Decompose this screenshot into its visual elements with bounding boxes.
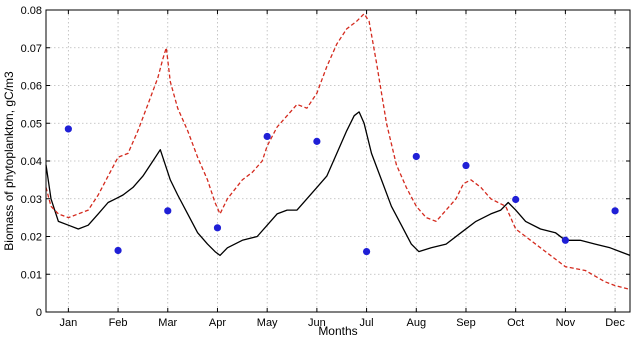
observation-point (164, 207, 172, 215)
x-tick-label: Feb (109, 317, 128, 329)
x-tick-label: Mar (158, 317, 177, 329)
y-tick-label: 0.08 (21, 5, 42, 17)
observation-point (362, 248, 371, 256)
y-tick-label: 0.05 (21, 118, 42, 130)
observation-point (512, 195, 520, 204)
observation-point (611, 207, 619, 215)
observation-point (213, 224, 222, 232)
x-tick-label: Sep (456, 317, 476, 329)
ticks: Jan Feb Mar Apr May Jun Jul Aug Sep Oct Nov Dec 0 0.0… (21, 5, 630, 329)
dashed-series-line (45, 13, 631, 291)
observation-point (313, 137, 321, 145)
y-tick-label: 0.07 (21, 43, 42, 55)
observation-point (462, 161, 470, 170)
y-tick-label: 0.01 (21, 269, 42, 281)
grid (46, 10, 630, 312)
observation-point (263, 132, 271, 141)
x-tick-label: Apr (209, 317, 226, 329)
x-axis-label: Months (318, 324, 357, 338)
observation-point (114, 246, 122, 255)
x-tick-label: Oct (507, 317, 524, 329)
observation-point (64, 125, 72, 133)
x-tick-label: Jan (59, 317, 77, 329)
y-tick-label: 0.06 (21, 81, 42, 93)
y-tick-label: 0.03 (21, 194, 42, 206)
y-tick-label: 0 (36, 307, 42, 319)
y-tick-label: 0.02 (21, 232, 42, 244)
x-tick-label: Jun (308, 317, 326, 329)
observation-point (561, 236, 569, 244)
observation-point (412, 152, 420, 161)
x-tick-label: Jul (360, 317, 374, 329)
solid-series-line (45, 111, 631, 257)
x-tick-label: Dec (605, 317, 625, 329)
x-tick-label: Nov (556, 317, 576, 329)
x-tick-label: May (257, 317, 278, 329)
series-layer (45, 13, 631, 291)
y-tick-label: 0.04 (21, 156, 42, 168)
y-axis-label: Biomass of phytoplankton, gC/m3 (2, 71, 16, 251)
x-tick-label: Aug (406, 317, 426, 329)
